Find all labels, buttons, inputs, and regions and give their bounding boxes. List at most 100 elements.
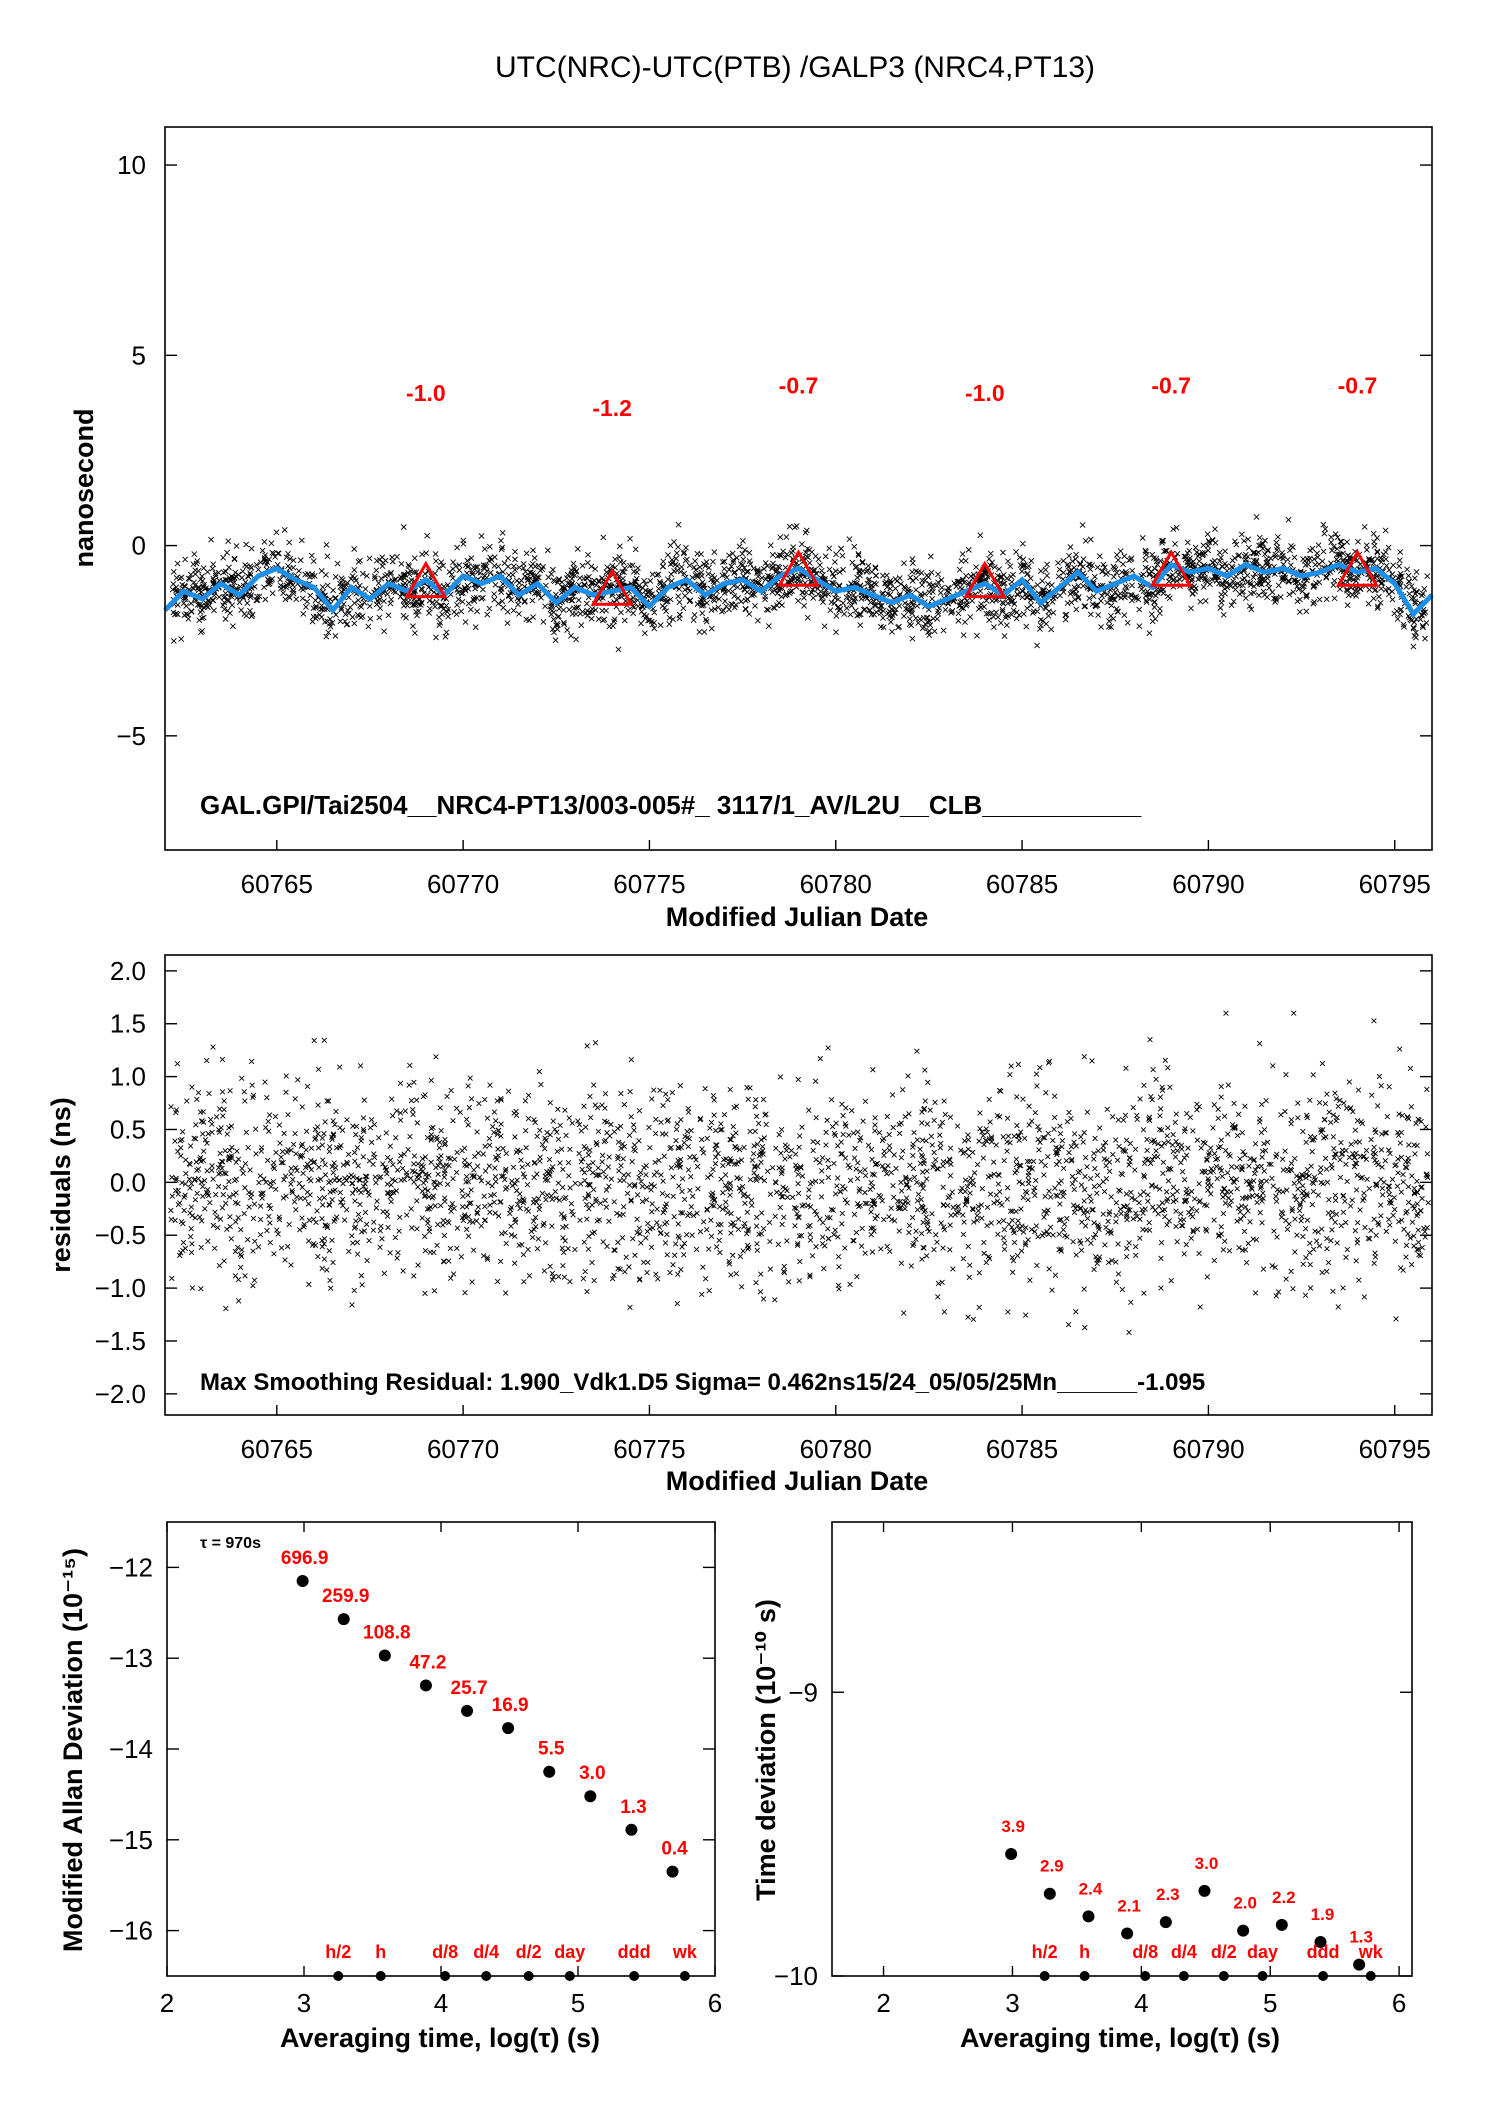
time-series-point — [334, 560, 341, 567]
time-series-point — [298, 537, 305, 544]
residual-point — [1025, 1177, 1032, 1183]
residual-point — [324, 1267, 330, 1273]
residual-point — [480, 1151, 487, 1157]
time-series-xtick-label: 60770 — [427, 869, 499, 899]
residual-point — [1221, 1113, 1228, 1119]
residual-point — [947, 1247, 953, 1253]
time-series-point — [801, 602, 808, 609]
residual-point — [1052, 1185, 1058, 1191]
residual-point — [537, 1127, 543, 1134]
residual-point — [871, 1172, 877, 1178]
time-series-point — [1322, 526, 1329, 532]
time-series-point — [721, 589, 728, 596]
time-series-point — [1266, 584, 1273, 591]
residual-point — [1348, 1141, 1354, 1147]
residual-point — [931, 1149, 937, 1156]
residual-point — [796, 1144, 802, 1150]
time-series-point — [656, 578, 663, 585]
residual-point — [1181, 1251, 1187, 1257]
time-series-point — [942, 606, 949, 613]
time-series-point — [1110, 573, 1117, 580]
time-series-point — [1337, 551, 1344, 558]
residual-point — [512, 1134, 518, 1140]
time-series-point — [673, 555, 680, 562]
residual-point — [851, 1211, 858, 1218]
residual-point — [299, 1104, 305, 1110]
time-series-point — [1374, 548, 1381, 555]
time-series-point — [1386, 566, 1393, 573]
residual-point — [205, 1238, 211, 1244]
time-series-point — [432, 551, 439, 557]
residual-point — [960, 1150, 966, 1156]
residual-point — [1353, 1139, 1359, 1145]
residual-point — [724, 1210, 731, 1216]
residual-point — [1084, 1209, 1091, 1215]
residual-point — [965, 1146, 972, 1152]
residual-point — [909, 1214, 916, 1221]
residual-point — [399, 1165, 406, 1172]
residual-point — [1353, 1258, 1359, 1264]
residual-point — [970, 1149, 976, 1156]
time-series-point — [238, 607, 245, 614]
residual-point — [595, 1165, 601, 1171]
residual-point — [373, 1179, 379, 1186]
residual-point — [518, 1157, 524, 1163]
residual-point — [847, 1164, 853, 1171]
time-series-point — [1066, 552, 1072, 559]
residual-point — [747, 1085, 753, 1091]
time-series-point — [1016, 554, 1023, 561]
time-series-point — [311, 573, 318, 579]
time-series-point — [962, 557, 969, 564]
time-series-point — [721, 565, 728, 572]
residual-point — [209, 1121, 215, 1127]
time-series-point — [1320, 521, 1327, 528]
residual-point — [862, 1189, 868, 1196]
residual-point — [333, 1108, 339, 1115]
residual-point — [330, 1169, 337, 1176]
residual-point — [361, 1097, 368, 1103]
time-series-point — [280, 590, 287, 597]
time-series-point — [584, 559, 591, 566]
residual-point — [890, 1182, 896, 1189]
residual-point — [651, 1087, 657, 1093]
time-series-point — [1242, 595, 1249, 602]
time-series-point — [586, 584, 593, 590]
time-series-point — [927, 553, 934, 560]
residual-point — [1087, 1175, 1094, 1182]
residual-point — [586, 1166, 593, 1173]
time-series-point — [1406, 590, 1413, 597]
time-series-point — [802, 529, 809, 536]
time-series-point — [1192, 544, 1199, 551]
time-series-point — [953, 583, 960, 590]
time-series-point — [592, 566, 599, 572]
residual-point — [1049, 1287, 1055, 1293]
residual-point — [1353, 1187, 1360, 1193]
time-series-point — [1013, 549, 1019, 555]
time-series-point — [212, 570, 219, 577]
time-series-point — [556, 605, 563, 612]
time-series-ytick-label: 5 — [132, 340, 146, 370]
residual-point — [458, 1254, 465, 1260]
time-series-point — [1196, 572, 1203, 579]
residual-point — [740, 1193, 747, 1199]
time-series-point — [995, 614, 1001, 621]
time-series-point — [1314, 550, 1320, 557]
residual-point — [1424, 1151, 1431, 1157]
residual-point — [1400, 1171, 1406, 1178]
time-series-point — [1385, 544, 1392, 551]
time-series-point — [1212, 539, 1219, 546]
time-series-point — [261, 584, 268, 591]
residual-point — [1389, 1176, 1396, 1183]
residual-point — [450, 1175, 456, 1182]
time-series-point — [977, 588, 984, 594]
time-series-point — [248, 564, 255, 571]
time-series-xtick-label: 60775 — [613, 869, 685, 899]
time-series-point — [621, 617, 628, 624]
residual-point — [1091, 1266, 1097, 1273]
residual-point — [492, 1165, 498, 1171]
residual-point — [684, 1231, 690, 1238]
time-series-point — [577, 610, 584, 617]
residual-point — [220, 1113, 226, 1119]
time-series-point — [780, 548, 787, 555]
residual-point — [1014, 1122, 1020, 1129]
